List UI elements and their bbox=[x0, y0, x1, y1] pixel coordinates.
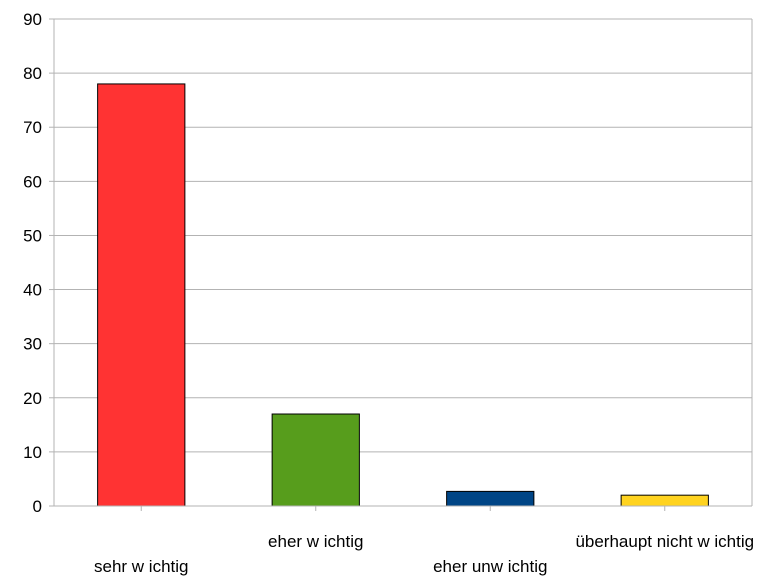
bars bbox=[97, 83, 709, 507]
y-tick-label: 30 bbox=[23, 335, 42, 354]
axes bbox=[49, 18, 753, 511]
x-tick-label: sehr w ichtig bbox=[94, 557, 188, 576]
y-tick-label: 70 bbox=[23, 118, 42, 137]
x-tick-labels: sehr w ichtig eher w ichtig eher unw ichti… bbox=[94, 532, 754, 576]
y-tick-label: 90 bbox=[23, 10, 42, 29]
y-tick-label: 40 bbox=[23, 281, 42, 300]
x-tick-label: eher unw ichtig bbox=[433, 557, 547, 576]
y-tick-label: 0 bbox=[33, 497, 42, 516]
y-tick-label: 10 bbox=[23, 443, 42, 462]
x-tick-label: eher w ichtig bbox=[268, 532, 363, 551]
y-tick-label: 50 bbox=[23, 226, 42, 245]
y-tick-label: 80 bbox=[23, 64, 42, 83]
y-tick-label: 60 bbox=[23, 172, 42, 191]
bar bbox=[271, 413, 360, 507]
bar bbox=[97, 83, 186, 507]
y-tick-label: 20 bbox=[23, 389, 42, 408]
bar bbox=[620, 494, 709, 507]
bar bbox=[446, 490, 535, 507]
x-tick-label: überhaupt nicht w ichtig bbox=[575, 532, 754, 551]
y-tick-labels: 0 10 20 30 40 50 60 70 80 90 bbox=[23, 10, 42, 516]
